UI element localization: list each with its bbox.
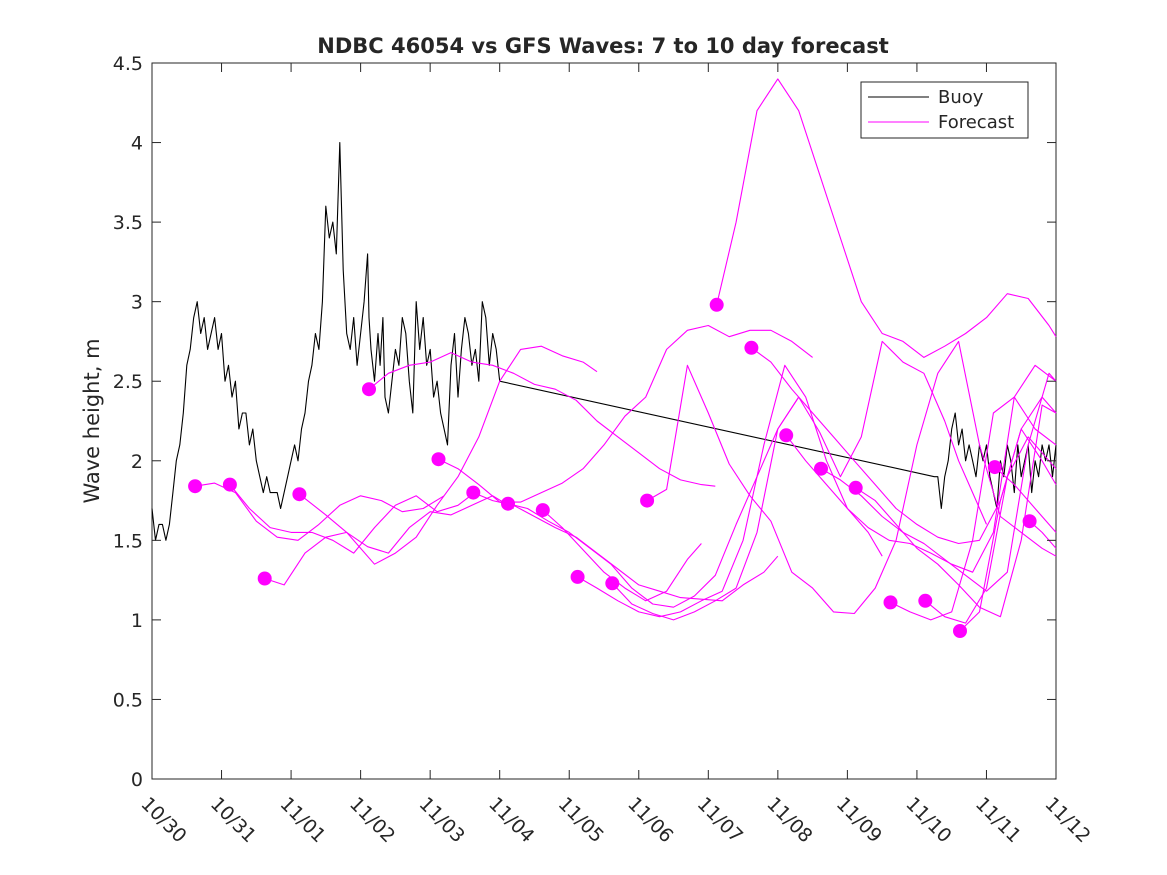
y-tick-label: 2.5 [113,371,143,393]
forecast-marker-layer [188,297,1037,638]
forecast-series-line [855,404,1057,618]
forecast-start-marker [501,496,515,511]
forecast-series-line [299,345,598,565]
buoy-series-line [151,142,1057,541]
legend-label-forecast: Forecast [938,112,1014,133]
forecast-series-line [959,428,1057,632]
forecast-series-line [785,364,1057,573]
forecast-series-line [195,482,445,541]
forecast-start-marker [222,477,237,492]
forecast-series-line [820,372,1057,592]
axes-box [151,62,1057,780]
forecast-start-marker [814,461,828,476]
chart-title: NDBC 46054 vs GFS Waves: 7 to 10 day for… [317,34,888,58]
y-tick-label: 2 [131,451,143,473]
forecast-start-marker [883,595,898,610]
y-tick-label: 1 [131,610,143,632]
forecast-start-marker [535,503,550,518]
y-tick-label: 4.5 [113,53,143,75]
forecast-start-marker [709,297,724,312]
y-tick-label: 3 [131,292,143,314]
forecast-series-line [716,78,1057,358]
forecast-series-line [924,436,1057,624]
legend: Buoy Forecast [860,81,1029,139]
buoy-series-layer [151,142,1057,541]
y-tick-label: 0 [131,769,143,791]
y-tick-label: 1.5 [113,530,143,552]
forecast-start-marker [987,460,1002,475]
forecast-series-line [542,509,702,602]
forecast-series-line [611,340,988,621]
y-axis: 0 0.5 1 1.5 2 2.5 3 3.5 4 4.5 [113,53,1056,791]
forecast-series-line [890,396,1057,621]
forecast-start-marker [640,493,655,508]
forecast-start-marker [848,480,863,495]
forecast-series-line [229,484,480,554]
forecast-series-line [646,340,1057,615]
forecast-start-marker [292,487,307,502]
forecast-start-marker [1022,514,1037,529]
forecast-series-line [507,396,800,608]
plot-area [151,62,1057,780]
forecast-series-line [994,466,1057,533]
forecast-start-marker [466,485,481,500]
forecast-series-line [264,495,514,586]
legend-box [860,81,1029,139]
y-axis-label: Wave height, m [80,338,104,503]
forecast-start-marker [257,571,272,586]
forecast-start-marker [362,382,376,397]
forecast-series-line [368,352,716,487]
forecast-series-line [473,492,779,602]
forecast-series-layer [195,78,1057,632]
y-tick-label: 3.5 [113,212,143,234]
forecast-start-marker [188,479,203,494]
forecast-start-marker [953,624,967,638]
y-tick-label: 4 [131,133,143,155]
forecast-start-marker [570,569,585,584]
forecast-start-marker [918,593,933,608]
y-tick-label: 0.5 [113,689,143,711]
forecast-series-line [577,364,883,618]
forecast-start-marker [744,340,759,355]
forecast-start-marker [605,576,620,591]
forecast-start-marker [431,452,446,467]
legend-label-buoy: Buoy [938,87,984,108]
forecast-start-marker [779,428,794,443]
